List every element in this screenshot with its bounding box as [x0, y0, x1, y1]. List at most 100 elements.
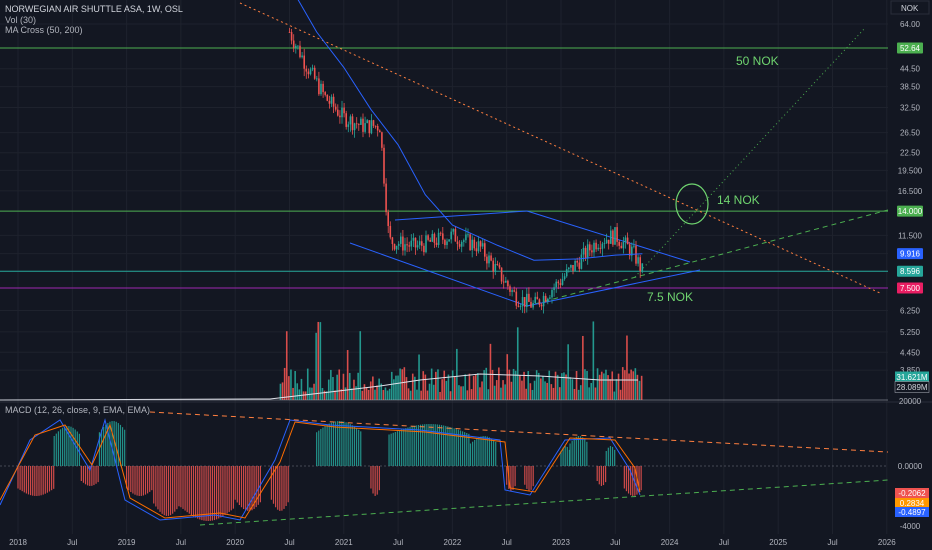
time-tick-label: 2026 [878, 538, 896, 547]
macd-histogram-bar [488, 437, 490, 466]
annotation-14-nok: 14 NOK [717, 193, 760, 207]
currency-box[interactable] [890, 0, 930, 15]
macd-histogram-bar [283, 466, 285, 509]
volume-bar [537, 372, 540, 400]
macd-histogram-bar [405, 428, 407, 466]
volume-pane[interactable] [0, 321, 888, 401]
candle-body [538, 299, 541, 305]
price-axis[interactable]: 64.00 52.64 44.50 38.50 32.50 26.50 22.50 19.50… [894, 20, 930, 531]
time-tick-label: Jul [827, 538, 837, 547]
volume-value-label: 28.089M [896, 383, 927, 392]
macd-value-label: -0.4897 [898, 508, 926, 517]
candle-body [532, 303, 534, 308]
macd-histogram-bar [121, 427, 124, 466]
macd-histogram-bar [339, 421, 341, 466]
volume-bar [636, 374, 639, 400]
macd-histogram-bar [78, 433, 80, 466]
price-tick-label: 16.500 [898, 187, 923, 196]
candle-body [507, 280, 509, 287]
candle-body [355, 123, 358, 125]
macd-histogram-bar [443, 425, 445, 466]
candle-body [576, 260, 578, 263]
candle-body [395, 245, 398, 250]
volume-bar [521, 380, 523, 400]
candle-body [612, 230, 614, 245]
candle-body [563, 276, 566, 280]
candle-body [318, 78, 320, 95]
volume-bar [487, 389, 490, 400]
volume-bar [516, 327, 519, 400]
indicator-ma-label[interactable]: MA Cross (50, 200) [5, 25, 83, 35]
candle-body [626, 237, 629, 245]
macd-histogram-bar [524, 466, 526, 485]
volume-bar [546, 382, 548, 400]
macd-histogram-bar [486, 436, 488, 466]
macd-histogram-bar [111, 421, 113, 466]
macd-histogram-bar [428, 424, 430, 466]
macd-histogram-bar [334, 421, 337, 466]
macd-histogram-bar [136, 466, 138, 496]
macd-histogram-bar [23, 466, 25, 493]
candle-body [316, 78, 318, 80]
macd-histogram-bar [451, 427, 453, 466]
candle-body [599, 247, 602, 249]
price-tick-label: 6.250 [900, 306, 921, 315]
volume-bar [600, 371, 603, 400]
macd-histogram-bar [178, 466, 180, 507]
price-level-label: 52.64 [900, 44, 921, 53]
time-tick-label: Jul [502, 538, 512, 547]
macd-histogram-bar [245, 466, 247, 511]
volume-bar [630, 369, 632, 400]
candle-body [475, 248, 478, 252]
candle-body [454, 229, 457, 242]
time-axis[interactable]: 2018 Jul 2019 Jul 2020 Jul 2021 Jul 2022 Jul 2023 J… [9, 538, 896, 547]
candle-body [465, 234, 467, 241]
time-tick-label: Jul [610, 538, 620, 547]
volume-bar [540, 378, 542, 400]
macd-histogram-bar [270, 466, 272, 500]
indicator-vol-label[interactable]: Vol (30) [5, 15, 37, 25]
candle-body [288, 31, 291, 33]
candle-body [393, 243, 396, 250]
macd-histogram-bar [627, 466, 630, 494]
volume-bar [411, 373, 414, 400]
price-pane[interactable] [0, 0, 889, 314]
macd-histogram-bar [568, 449, 570, 466]
macd-histogram-bar [228, 466, 230, 512]
macd-histogram-bar [468, 433, 470, 466]
volume-bar [304, 391, 307, 400]
volume-bar [432, 384, 435, 400]
macd-histogram-bar [128, 466, 130, 491]
macd-title[interactable]: MACD (12, 26, close, 9, EMA, EMA) [5, 405, 151, 415]
time-tick-label: Jul [284, 538, 294, 547]
macd-histogram-bar [318, 430, 320, 466]
macd-histogram-bar [163, 466, 165, 516]
volume-bar [611, 371, 614, 400]
candle-body [544, 295, 547, 302]
macd-tick-label: -4000 [900, 522, 921, 531]
candle-body [324, 92, 326, 95]
macd-histogram-bar [526, 466, 528, 489]
candle-body [534, 296, 536, 304]
macd-histogram-bar [211, 466, 213, 521]
volume-bar [319, 322, 322, 400]
candle-body [328, 100, 331, 104]
macd-histogram-bar [64, 426, 66, 466]
volume-bar [514, 370, 517, 400]
candle-body [540, 304, 543, 307]
macd-histogram-bar [464, 432, 466, 466]
volume-bar [361, 390, 364, 400]
macd-histogram-bar [640, 466, 642, 491]
macd-histogram-bar [109, 421, 111, 466]
candle-body [412, 237, 415, 241]
symbol-title[interactable]: NORWEGIAN AIR SHUTTLE ASA, 1W, OSL [5, 4, 183, 14]
volume-bar [428, 383, 431, 400]
macd-pane[interactable] [0, 411, 889, 526]
candle-body [448, 239, 450, 242]
volume-bar [340, 389, 343, 400]
macd-histogram-bar [396, 431, 399, 466]
candle-body [347, 124, 350, 127]
volume-bar [458, 385, 460, 400]
macd-histogram-bar [87, 466, 89, 486]
